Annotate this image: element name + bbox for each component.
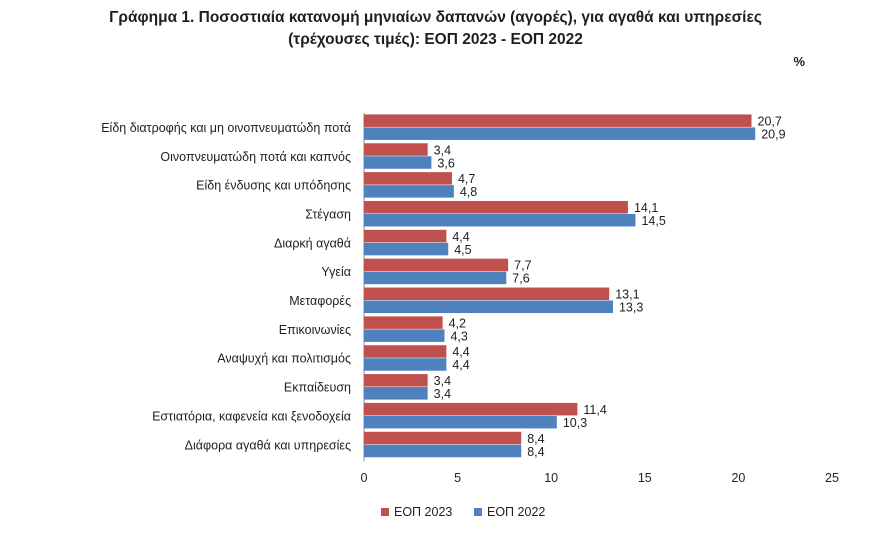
data-label: 3,4 xyxy=(434,143,451,157)
legend-swatch xyxy=(381,508,389,516)
bar-eop-2022 xyxy=(364,329,445,342)
data-label: 4,4 xyxy=(452,345,469,359)
bar-eop-2022 xyxy=(364,185,454,198)
category-label: Οινοπνευματώδη ποτά και καπνός xyxy=(160,150,351,164)
bar-eop-2023 xyxy=(364,287,610,301)
data-label: 20,9 xyxy=(761,127,785,141)
bar-eop-2023 xyxy=(364,316,443,329)
x-tick-label: 25 xyxy=(825,471,839,485)
data-label: 8,4 xyxy=(527,432,544,446)
data-label: 3,4 xyxy=(434,374,451,388)
bar-eop-2022 xyxy=(364,127,756,140)
data-label: 14,1 xyxy=(634,201,658,215)
data-label: 3,4 xyxy=(434,387,451,401)
data-label: 7,7 xyxy=(514,259,531,273)
data-label: 4,3 xyxy=(450,329,467,343)
data-label: 13,1 xyxy=(615,288,639,302)
category-label: Διάφορα αγαθά και υπηρεσίες xyxy=(185,438,351,452)
category-label: Αναψυχή και πολιτισμός xyxy=(217,352,351,366)
data-label: 7,6 xyxy=(512,272,529,286)
bar-eop-2023 xyxy=(364,374,428,387)
category-label: Διαρκή αγαθά xyxy=(274,236,351,250)
data-label: 20,7 xyxy=(758,114,782,128)
bar-eop-2022 xyxy=(364,300,613,314)
bar-eop-2022 xyxy=(364,358,447,371)
data-label: 11,4 xyxy=(583,403,606,417)
data-label: 4,2 xyxy=(449,316,466,330)
data-label: 8,4 xyxy=(527,445,544,459)
category-label: Στέγαση xyxy=(305,207,351,221)
bar-eop-2023 xyxy=(364,402,578,416)
category-label: Είδη διατροφής και μη οινοπνευματώδη ποτ… xyxy=(101,121,351,135)
category-label: Εκπαίδευση xyxy=(284,381,351,395)
category-label: Επικοινωνίες xyxy=(279,323,351,337)
data-label: 10,3 xyxy=(563,416,587,430)
data-label: 3,6 xyxy=(437,156,454,170)
category-label: Εστιατόρια, καφενεία και ξενοδοχεία xyxy=(152,409,351,423)
bar-eop-2022 xyxy=(364,444,522,458)
data-label: 13,3 xyxy=(619,301,643,315)
data-label: 14,5 xyxy=(641,214,665,228)
x-tick-label: 20 xyxy=(731,471,745,485)
data-label: 4,7 xyxy=(458,172,475,186)
legend-label: ΕΟΠ 2023 xyxy=(394,505,452,519)
x-tick-label: 5 xyxy=(454,471,461,485)
bar-eop-2022 xyxy=(364,415,557,429)
x-tick-label: 15 xyxy=(638,471,652,485)
legend-swatch xyxy=(474,508,482,516)
data-label: 4,4 xyxy=(452,358,469,372)
bar-eop-2023 xyxy=(364,200,628,214)
bar-eop-2023 xyxy=(364,143,428,156)
plot-area: Είδη διατροφής και μη οινοπνευματώδη ποτ… xyxy=(101,113,839,485)
data-label: 4,4 xyxy=(452,230,469,244)
bar-eop-2023 xyxy=(364,229,447,243)
chart-title-line-2: (τρέχουσες τιμές): ΕΟΠ 2023 - ΕΟΠ 2022 xyxy=(288,31,583,48)
bar-eop-2022 xyxy=(364,156,432,169)
bar-eop-2022 xyxy=(364,387,428,400)
category-label: Υγεία xyxy=(321,265,351,279)
x-tick-label: 0 xyxy=(361,471,368,485)
bar-eop-2023 xyxy=(364,431,522,445)
data-label: 4,8 xyxy=(460,185,477,199)
bar-eop-2023 xyxy=(364,114,752,127)
category-label: Είδη ένδυσης και υπόδησης xyxy=(196,179,351,193)
legend: ΕΟΠ 2023 ΕΟΠ 2022 xyxy=(381,505,545,519)
bar-eop-2023 xyxy=(364,258,509,272)
chart-title-line-1: Γράφημα 1. Ποσοστιαία κατανομή μηνιαίων … xyxy=(109,9,762,26)
data-label: 4,5 xyxy=(454,243,471,257)
bar-eop-2023 xyxy=(364,172,452,185)
bar-eop-2023 xyxy=(364,345,447,358)
bar-eop-2022 xyxy=(364,242,449,256)
legend-label: ΕΟΠ 2022 xyxy=(487,505,545,519)
x-tick-label: 10 xyxy=(544,471,558,485)
bar-eop-2022 xyxy=(364,213,636,227)
category-label: Μεταφορές xyxy=(289,294,351,308)
unit-label: % xyxy=(793,54,805,69)
bar-eop-2022 xyxy=(364,271,507,285)
